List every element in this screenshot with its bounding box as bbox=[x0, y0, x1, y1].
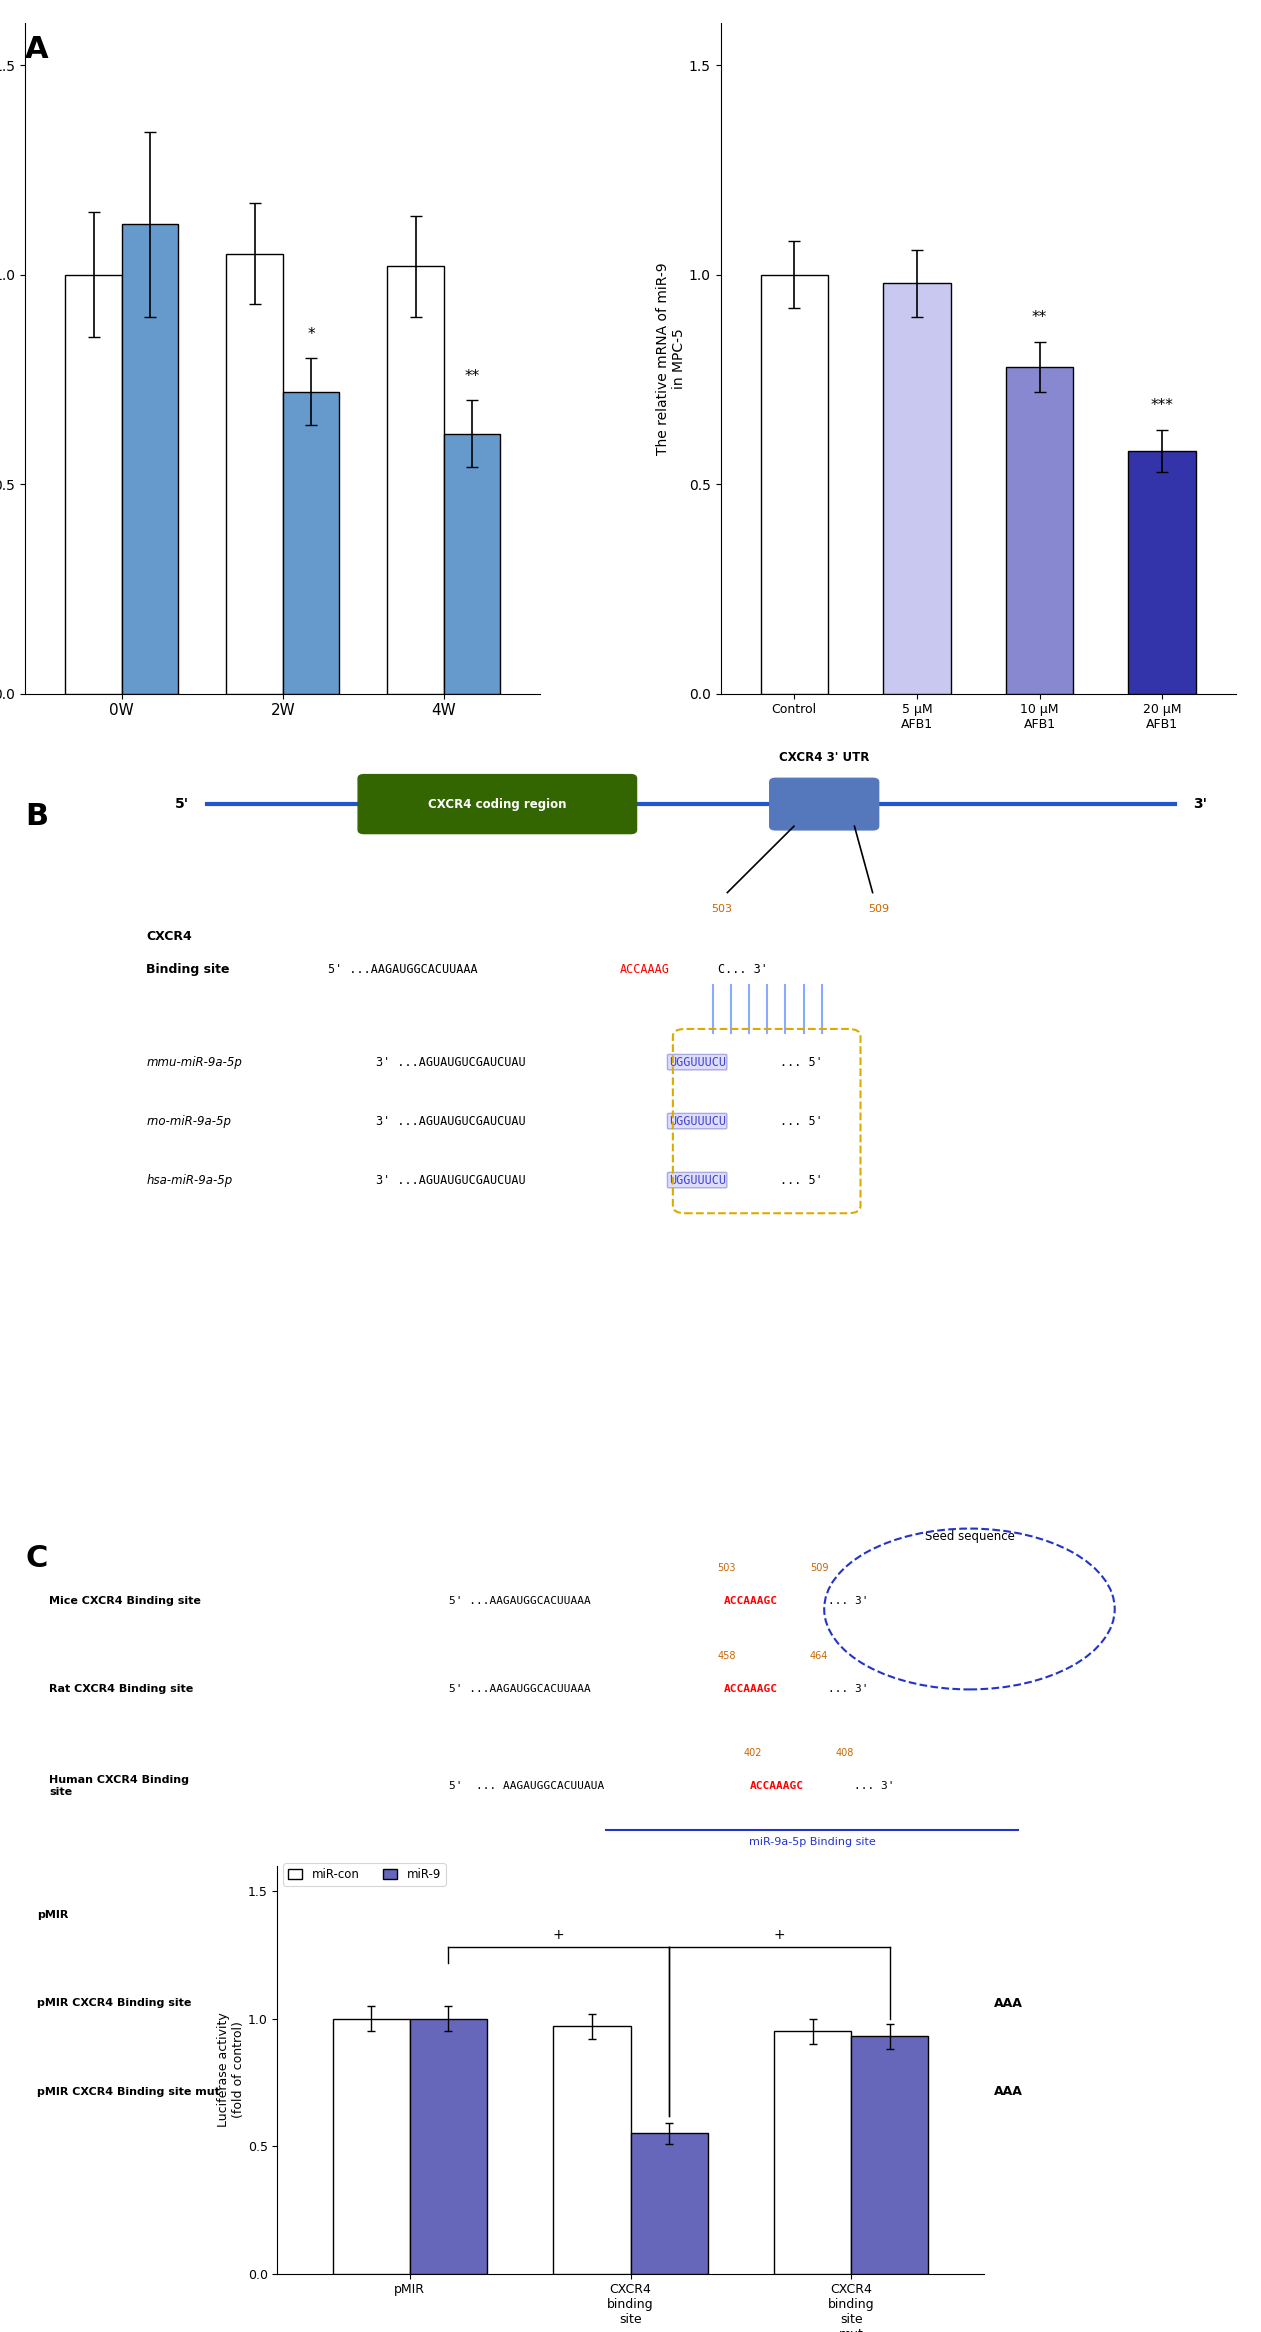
Text: hsa-miR-9a-5p: hsa-miR-9a-5p bbox=[146, 1173, 232, 1187]
Text: pMIR: pMIR bbox=[38, 1910, 68, 1919]
Text: A: A bbox=[25, 35, 49, 63]
Text: Seed sequence: Seed sequence bbox=[924, 1530, 1014, 1544]
Text: AAA: AAA bbox=[994, 1996, 1023, 2010]
Text: ACCAAAGC: ACCAAAGC bbox=[724, 1684, 778, 1695]
Text: rno-miR-9a-5p: rno-miR-9a-5p bbox=[146, 1115, 231, 1129]
Text: ACCAAAG: ACCAAAG bbox=[620, 963, 670, 977]
Bar bbox=[1129, 450, 1195, 693]
Text: 503: 503 bbox=[711, 902, 731, 914]
Text: Luc: Luc bbox=[547, 1999, 567, 2008]
Text: 458: 458 bbox=[718, 1651, 736, 1660]
Text: 3' ...AGUAUGUCGAUCUAU: 3' ...AGUAUGUCGAUCUAU bbox=[376, 1056, 526, 1068]
FancyBboxPatch shape bbox=[358, 1889, 455, 1940]
FancyBboxPatch shape bbox=[509, 2066, 607, 2117]
Y-axis label: Luciferase activity
(fold of control): Luciferase activity (fold of control) bbox=[217, 2013, 245, 2127]
Text: ... 5': ... 5' bbox=[781, 1115, 822, 1129]
Text: 5' ...AAGAUGGCACUUAAA: 5' ...AAGAUGGCACUUAAA bbox=[449, 1595, 590, 1607]
FancyBboxPatch shape bbox=[509, 1889, 607, 1940]
Text: Mice CXCR4 Binding site: Mice CXCR4 Binding site bbox=[49, 1595, 202, 1607]
Text: ... 3': ... 3' bbox=[828, 1595, 869, 1607]
Text: AAA: AAA bbox=[994, 2085, 1023, 2099]
FancyBboxPatch shape bbox=[637, 1978, 890, 2029]
Text: CMV: CMV bbox=[393, 1999, 420, 2008]
Text: CMV: CMV bbox=[393, 2087, 420, 2096]
Text: C... 3': C... 3' bbox=[718, 963, 768, 977]
Text: UGGUUUCU: UGGUUUCU bbox=[668, 1056, 725, 1068]
FancyBboxPatch shape bbox=[358, 2066, 455, 2117]
Bar bbox=[760, 275, 828, 693]
Bar bbox=[387, 266, 444, 693]
Text: 509: 509 bbox=[810, 1562, 828, 1572]
Text: UGGUUUCU: UGGUUUCU bbox=[668, 1173, 725, 1187]
Text: CXCR4 Binding site mut: CXCR4 Binding site mut bbox=[699, 2080, 828, 2089]
Bar bbox=[227, 254, 282, 693]
Text: 5' ...AAGAUGGCACUUAAA: 5' ...AAGAUGGCACUUAAA bbox=[449, 1684, 590, 1695]
Text: 3': 3' bbox=[1193, 798, 1208, 812]
Text: Luc: Luc bbox=[547, 1910, 567, 1919]
Text: 3' ...AGUAUGUCGAUCUAU: 3' ...AGUAUGUCGAUCUAU bbox=[376, 1173, 526, 1187]
Legend: miR-con, miR-9: miR-con, miR-9 bbox=[284, 1863, 446, 1887]
Bar bbox=[282, 392, 339, 693]
FancyBboxPatch shape bbox=[358, 1978, 455, 2029]
Text: pMIR CXCR4 Binding site: pMIR CXCR4 Binding site bbox=[38, 1999, 192, 2008]
FancyBboxPatch shape bbox=[358, 774, 637, 833]
Text: ... 3': ... 3' bbox=[828, 1684, 869, 1695]
Text: CXCR4 3' UTR: CXCR4 3' UTR bbox=[779, 751, 869, 763]
Text: Human CXCR4 Binding
site: Human CXCR4 Binding site bbox=[49, 1775, 189, 1796]
Text: CMV: CMV bbox=[393, 1910, 420, 1919]
Bar bbox=[66, 275, 122, 693]
Text: 464: 464 bbox=[810, 1651, 828, 1660]
Text: UGGUUUCU: UGGUUUCU bbox=[668, 1115, 725, 1129]
Text: mmu-miR-9a-5p: mmu-miR-9a-5p bbox=[146, 1056, 242, 1068]
Text: ... 3': ... 3' bbox=[854, 1782, 895, 1791]
Y-axis label: The relative mRNA of miR-9
in MPC-5: The relative mRNA of miR-9 in MPC-5 bbox=[656, 261, 686, 455]
Text: ACCAAAGC: ACCAAAGC bbox=[749, 1782, 803, 1791]
Bar bbox=[444, 434, 501, 693]
Bar bbox=[1006, 366, 1073, 693]
Text: miR-9a-5p Binding site: miR-9a-5p Binding site bbox=[749, 1838, 875, 1847]
Text: 3' ...AGUAUGUCGAUCUAU: 3' ...AGUAUGUCGAUCUAU bbox=[376, 1115, 526, 1129]
Bar bbox=[554, 2027, 630, 2274]
Text: 503: 503 bbox=[718, 1562, 736, 1572]
FancyBboxPatch shape bbox=[769, 779, 879, 830]
Text: +: + bbox=[774, 1929, 786, 1943]
Bar bbox=[410, 2020, 487, 2274]
Text: **: ** bbox=[1031, 310, 1047, 324]
Text: **: ** bbox=[464, 368, 479, 382]
Text: 5'  ...  ACGGCGC...  3': 5' ... ACGGCGC... 3' bbox=[715, 2099, 812, 2108]
FancyBboxPatch shape bbox=[637, 2066, 890, 2117]
Bar bbox=[122, 224, 178, 693]
Text: B: B bbox=[25, 802, 48, 830]
Bar bbox=[630, 2134, 707, 2274]
Text: 408: 408 bbox=[836, 1747, 855, 1758]
Text: pMIR CXCR4 Binding site mut: pMIR CXCR4 Binding site mut bbox=[38, 2087, 221, 2096]
Text: 5'  ...  ACCAAAG...  3': 5' ... ACCAAAG... 3' bbox=[716, 2010, 811, 2020]
Text: 5' ...AAGAUGGCACUUAAA: 5' ...AAGAUGGCACUUAAA bbox=[328, 963, 478, 977]
Text: Luc: Luc bbox=[547, 2087, 567, 2096]
Text: Binding site: Binding site bbox=[146, 963, 230, 977]
Text: C: C bbox=[25, 1544, 48, 1572]
Text: CXCR4 Binding site: CXCR4 Binding site bbox=[711, 1992, 816, 2001]
Text: Rat CXCR4 Binding site: Rat CXCR4 Binding site bbox=[49, 1684, 194, 1695]
FancyBboxPatch shape bbox=[509, 1978, 607, 2029]
Text: 5': 5' bbox=[174, 798, 189, 812]
Text: ***: *** bbox=[1151, 399, 1174, 413]
Bar bbox=[851, 2036, 928, 2274]
Bar bbox=[333, 2020, 410, 2274]
Text: +: + bbox=[554, 1929, 565, 1943]
Text: ... 5': ... 5' bbox=[781, 1173, 822, 1187]
Text: 402: 402 bbox=[744, 1747, 762, 1758]
Text: ACCAAAGC: ACCAAAGC bbox=[724, 1595, 778, 1607]
Text: *: * bbox=[308, 326, 315, 343]
Text: ... 5': ... 5' bbox=[781, 1056, 822, 1068]
Text: CXCR4 coding region: CXCR4 coding region bbox=[427, 798, 566, 812]
Text: AAA: AAA bbox=[752, 1908, 781, 1922]
Bar bbox=[883, 282, 951, 693]
Text: CXCR4: CXCR4 bbox=[146, 930, 192, 942]
Text: 509: 509 bbox=[868, 902, 889, 914]
Bar bbox=[774, 2031, 851, 2274]
Text: 5'  ... AAGAUGGCACUUAUA: 5' ... AAGAUGGCACUUAUA bbox=[449, 1782, 604, 1791]
